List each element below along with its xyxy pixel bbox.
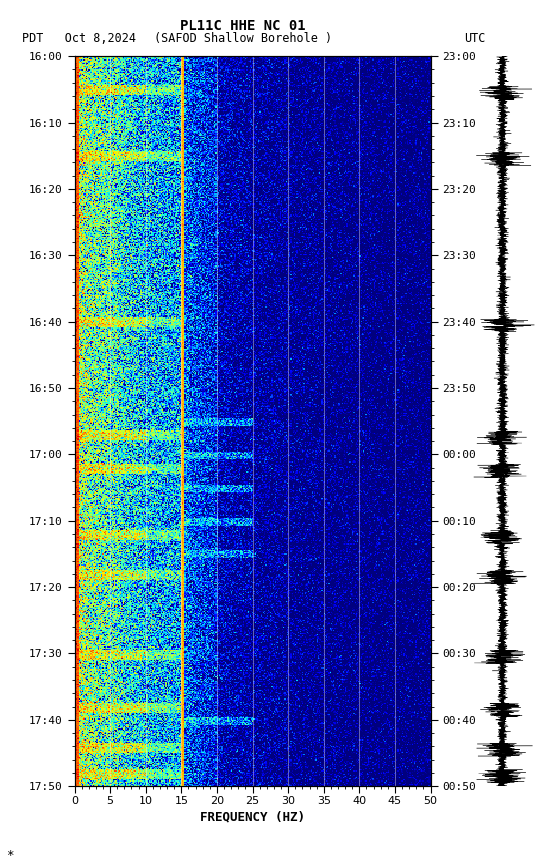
- Text: *: *: [6, 848, 13, 861]
- Text: (SAFOD Shallow Borehole ): (SAFOD Shallow Borehole ): [154, 32, 332, 45]
- Text: PL11C HHE NC 01: PL11C HHE NC 01: [180, 19, 306, 33]
- Text: PDT   Oct 8,2024: PDT Oct 8,2024: [22, 32, 136, 45]
- X-axis label: FREQUENCY (HZ): FREQUENCY (HZ): [200, 810, 305, 823]
- Text: UTC: UTC: [464, 32, 485, 45]
